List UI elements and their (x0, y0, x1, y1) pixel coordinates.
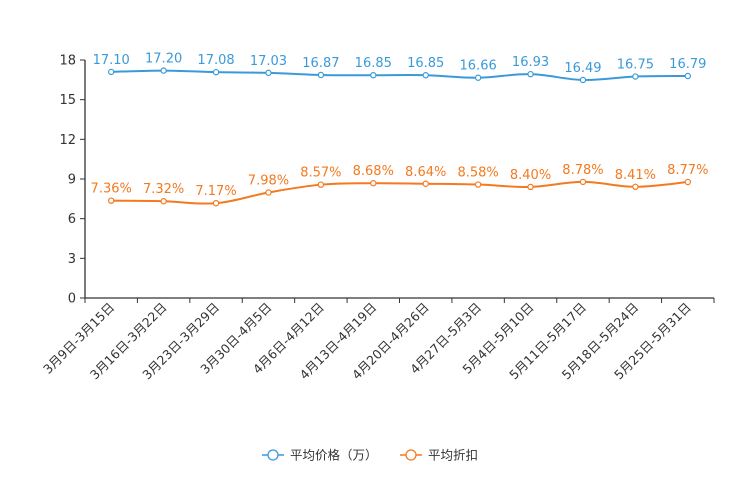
data-label: 7.32% (143, 182, 184, 197)
data-point[interactable] (684, 178, 691, 186)
data-label: 16.49 (564, 61, 601, 76)
y-tick-label: 0 (68, 292, 76, 307)
legend-marker (405, 449, 417, 461)
data-label: 16.93 (512, 55, 549, 70)
data-point[interactable] (527, 183, 534, 191)
y-tick-label: 12 (59, 133, 76, 148)
data-point[interactable] (160, 67, 167, 74)
data-point[interactable] (317, 71, 325, 79)
data-point[interactable] (265, 69, 272, 77)
legend-marker (267, 449, 279, 461)
legend-item-1[interactable]: 平均折扣 (400, 448, 478, 463)
data-label: 17.03 (250, 54, 287, 69)
data-label: 8.41% (615, 168, 656, 183)
data-label: 16.66 (460, 59, 497, 74)
series-0: 17.10 17.20 17.08 17.03 16.87 16.85 16.85 16.66… (93, 52, 706, 84)
data-point[interactable] (632, 73, 639, 80)
data-label: 8.77% (667, 163, 708, 178)
data-label: 7.36% (91, 182, 132, 197)
data-label: 16.85 (407, 56, 444, 71)
data-point[interactable] (474, 74, 482, 81)
y-tick-label: 18 (59, 54, 76, 69)
data-point[interactable] (474, 181, 482, 188)
y-tick-label: 9 (68, 173, 76, 188)
series-line (111, 69, 688, 81)
data-point[interactable] (108, 68, 115, 76)
data-label: 8.78% (562, 163, 603, 178)
data-label: 7.98% (248, 173, 289, 188)
data-point[interactable] (160, 198, 167, 205)
data-point[interactable] (684, 72, 691, 80)
data-point[interactable] (317, 181, 325, 188)
data-label: 8.58% (457, 166, 498, 181)
data-point[interactable] (108, 197, 115, 204)
data-point[interactable] (422, 180, 429, 187)
data-point[interactable] (370, 180, 377, 187)
data-point[interactable] (212, 199, 220, 207)
data-label: 7.17% (195, 184, 236, 199)
data-label: 8.68% (353, 164, 394, 179)
series-1: 7.36% 7.32% 7.17% 7.98% 8.57% 8.68% 8.64% 8.58%… (91, 163, 708, 207)
series-line (111, 180, 688, 205)
legend-item-0[interactable]: 平均价格（万） (262, 448, 378, 463)
data-label: 8.64% (405, 165, 446, 180)
data-label: 8.57% (300, 166, 341, 181)
data-label: 16.79 (669, 57, 706, 72)
data-point[interactable] (370, 72, 377, 79)
data-label: 16.87 (302, 56, 339, 71)
data-label: 16.75 (617, 58, 654, 73)
y-tick-label: 3 (68, 252, 76, 267)
data-point[interactable] (422, 72, 429, 79)
data-label: 17.20 (145, 52, 182, 67)
series-layer: 17.10 17.20 17.08 17.03 16.87 16.85 16.85 16.66… (91, 52, 708, 207)
data-point[interactable] (212, 68, 220, 76)
y-tick-label: 6 (68, 212, 76, 227)
data-point[interactable] (579, 178, 587, 186)
data-label: 17.10 (93, 53, 130, 68)
legend[interactable]: 平均价格（万） 平均折扣 (262, 448, 478, 463)
data-point[interactable] (265, 189, 272, 196)
data-point[interactable] (527, 70, 534, 78)
legend-label: 平均价格（万） (290, 448, 378, 463)
data-label: 17.08 (197, 53, 234, 68)
y-tick-label: 15 (59, 93, 76, 108)
data-point[interactable] (632, 183, 639, 191)
legend-label: 平均折扣 (428, 448, 478, 463)
data-label: 16.85 (355, 56, 392, 71)
data-label: 8.40% (510, 168, 551, 183)
data-point[interactable] (579, 76, 587, 84)
axes: 03691215183月9日-3月15日3月16日-3月22日3月23日-3月2… (40, 54, 715, 382)
